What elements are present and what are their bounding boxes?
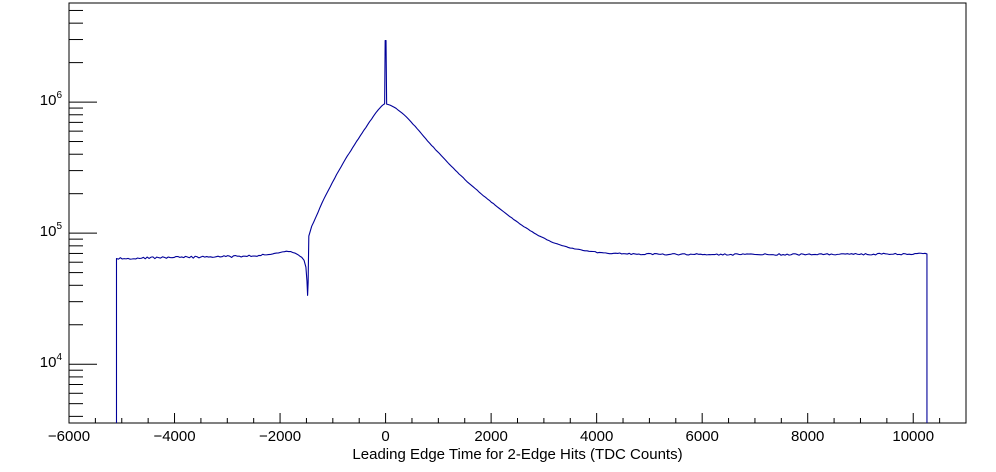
x-tick-label: 10000 — [892, 428, 935, 445]
y-tick-label: 104 — [39, 352, 62, 372]
x-axis-title: Leading Edge Time for 2-Edge Hits (TDC C… — [352, 446, 683, 463]
x-tick-label: 4000 — [579, 428, 614, 445]
x-tick-label: −2000 — [258, 428, 302, 445]
x-tick-label: 2000 — [474, 428, 508, 445]
y-tick-label: 105 — [39, 221, 62, 241]
y-tick-label: 106 — [39, 90, 62, 110]
x-tick-label: 8000 — [791, 428, 825, 445]
histogram-line — [115, 39, 928, 423]
x-tick-label: −6000 — [47, 428, 91, 445]
plot-frame — [68, 2, 967, 424]
x-tick-label: −4000 — [153, 428, 196, 445]
x-tick-label: 0 — [381, 428, 390, 445]
x-tick-label: 6000 — [685, 428, 719, 445]
